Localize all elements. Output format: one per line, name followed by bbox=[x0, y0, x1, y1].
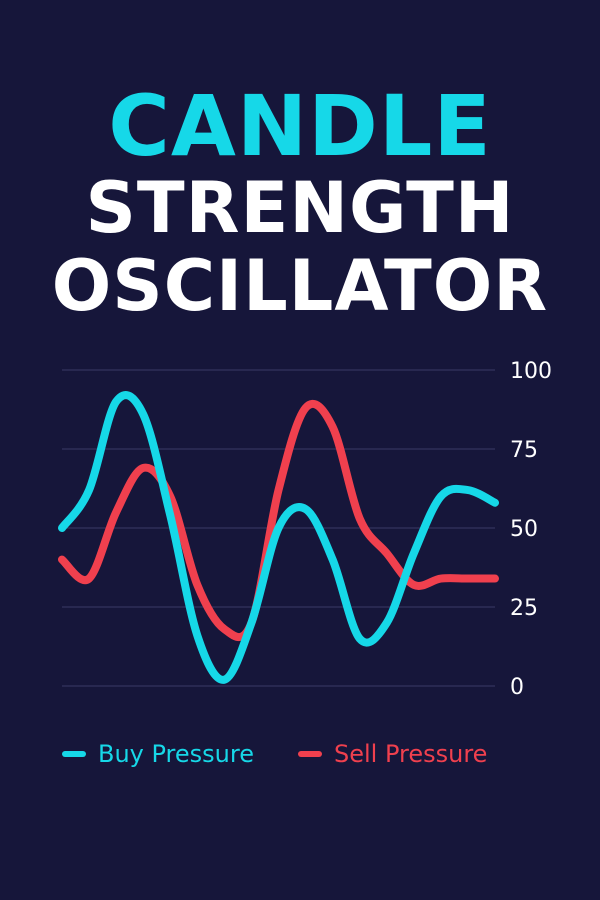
title-line-3: OSCILLATOR bbox=[51, 245, 549, 327]
y-tick-label-100: 100 bbox=[510, 359, 552, 384]
oscillator-chart: 100 75 50 25 0 bbox=[58, 359, 552, 700]
legend-label-buy: Buy Pressure bbox=[98, 740, 254, 768]
legend-label-sell: Sell Pressure bbox=[334, 740, 488, 768]
series-line-sell-pressure bbox=[58, 399, 499, 641]
title-line-2: STRENGTH bbox=[85, 167, 515, 249]
y-tick-label-0: 0 bbox=[510, 675, 524, 700]
title-line-1: CANDLE bbox=[108, 77, 492, 175]
chart-legend: Buy Pressure Sell Pressure bbox=[0, 740, 600, 770]
y-tick-label-25: 25 bbox=[510, 596, 538, 621]
legend-item-sell: Sell Pressure bbox=[298, 740, 487, 768]
legend-swatch-buy bbox=[62, 751, 86, 757]
y-tick-label-50: 50 bbox=[510, 517, 538, 542]
y-tick-label-75: 75 bbox=[510, 438, 538, 463]
legend-swatch-sell bbox=[298, 751, 322, 757]
series-line-buy-pressure bbox=[58, 391, 499, 684]
legend-item-buy: Buy Pressure bbox=[62, 740, 254, 768]
